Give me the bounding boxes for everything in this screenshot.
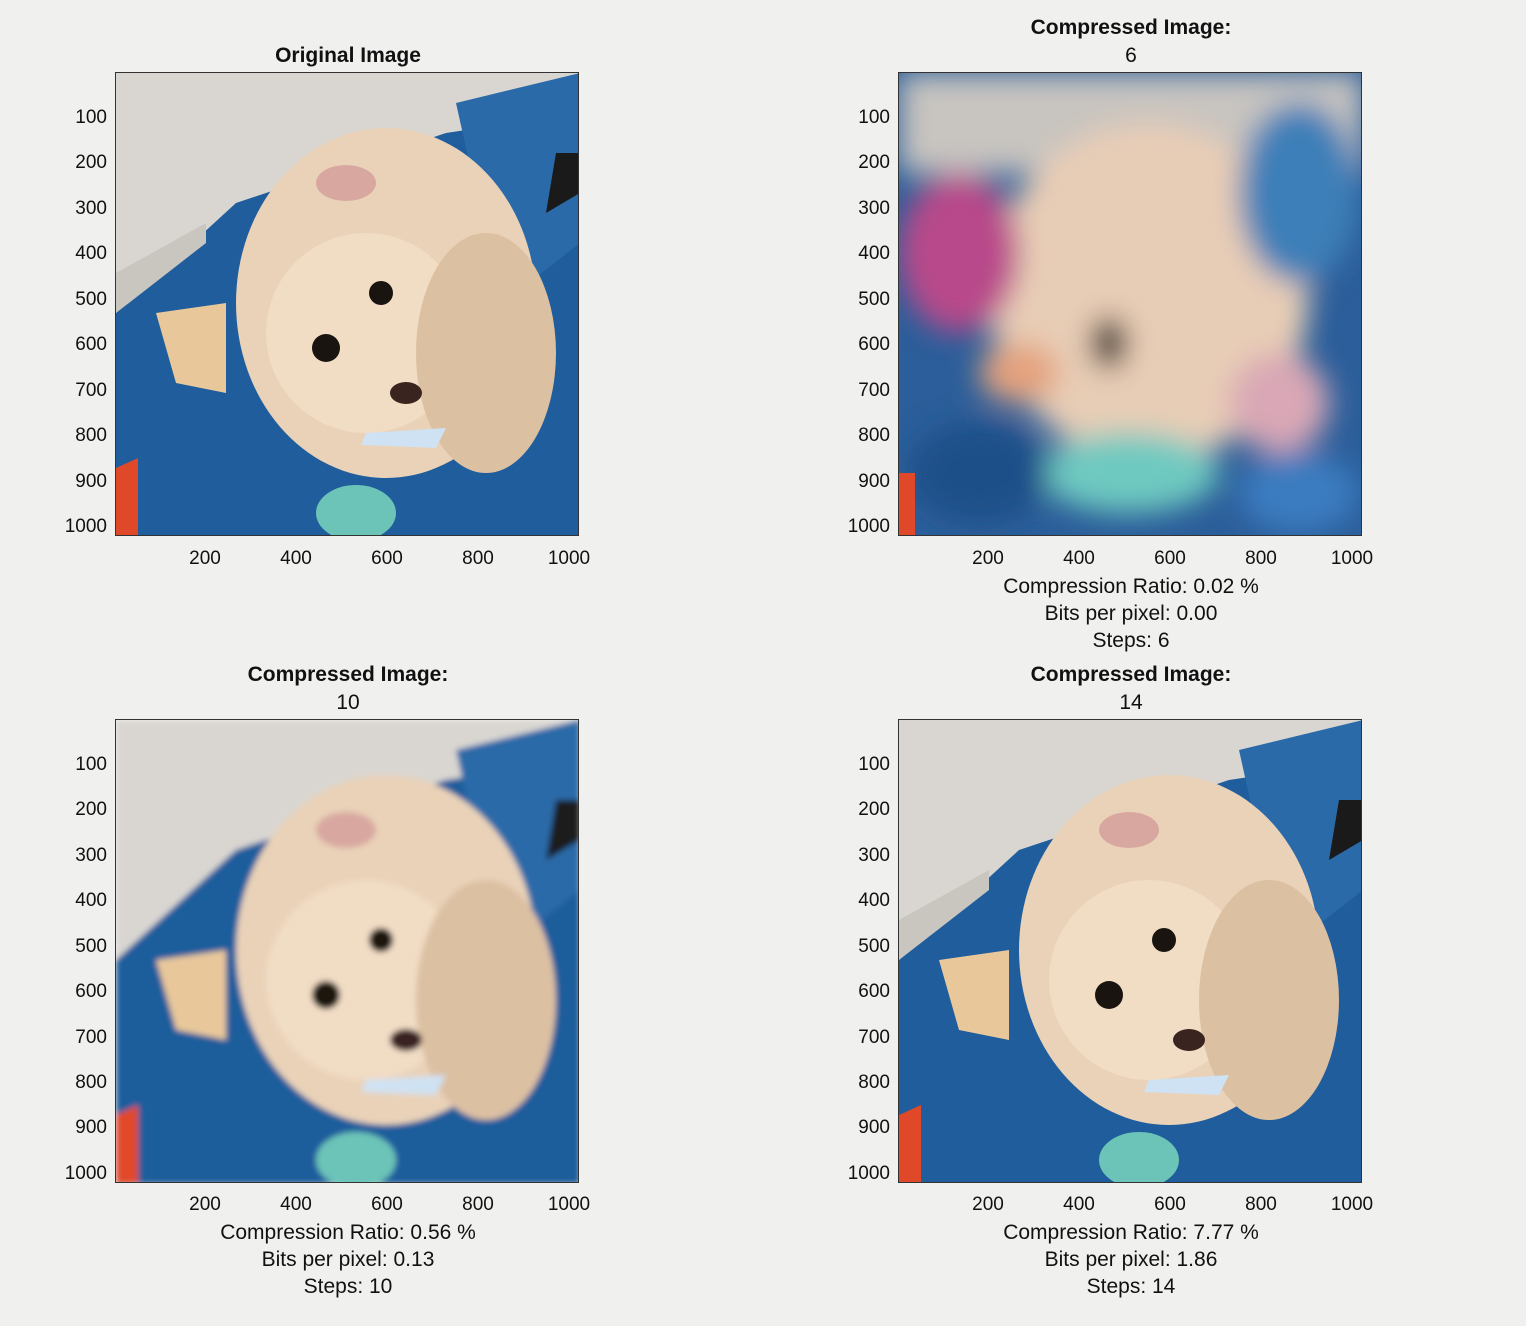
x-tick-label: 600 (1154, 1194, 1186, 1215)
x-tick-label: 200 (972, 548, 1004, 569)
y-tick-label: 600 (858, 981, 890, 1002)
y-tick-label: 300 (858, 198, 890, 219)
y-tick-label: 800 (75, 1072, 107, 1093)
y-tick-label: 500 (75, 289, 107, 310)
y-tick-label: 1000 (64, 516, 107, 537)
y-tick-label: 200 (75, 799, 107, 820)
x-tick-label: 1000 (1330, 1194, 1374, 1215)
x-tick-label: 1000 (1330, 548, 1374, 569)
y-tick-label: 700 (75, 380, 107, 401)
y-tick-label: 700 (858, 380, 890, 401)
y-tick-label: 800 (858, 1072, 890, 1093)
x-tick-label: 800 (462, 548, 494, 569)
y-tick-label: 800 (75, 425, 107, 446)
compression-ratio-text: Compression Ratio: 0.56 % (220, 1221, 476, 1244)
y-tick-label: 500 (858, 936, 890, 957)
image-axes-compressed-14 (898, 719, 1362, 1183)
dog-photo-original (116, 73, 578, 535)
y-tick-label: 500 (858, 289, 890, 310)
y-tick-label: 700 (858, 1027, 890, 1048)
x-tick-label: 400 (280, 548, 312, 569)
panel-title-line1: Compressed Image: (1030, 663, 1232, 686)
bits-per-pixel-text: Bits per pixel: 0.13 (261, 1248, 435, 1271)
y-tick-label: 1000 (847, 1163, 890, 1184)
steps-text: Steps: 14 (1086, 1275, 1176, 1298)
compression-ratio-text: Compression Ratio: 7.77 % (1003, 1221, 1259, 1244)
x-tick-label: 600 (371, 548, 403, 569)
y-tick-label: 400 (75, 243, 107, 264)
panel-title: Original Image (0, 42, 698, 70)
panel-caption: Compression Ratio: 0.02 % Bits per pixel… (781, 573, 1481, 654)
y-tick-label: 800 (858, 425, 890, 446)
x-tick-label: 400 (280, 1194, 312, 1215)
dog-photo-compressed-6 (899, 73, 1361, 535)
bits-per-pixel-text: Bits per pixel: 0.00 (1044, 602, 1218, 625)
y-tick-label: 300 (858, 845, 890, 866)
y-tick-label: 200 (75, 152, 107, 173)
y-tick-label: 600 (75, 334, 107, 355)
y-tick-label: 100 (75, 107, 107, 128)
y-tick-label: 700 (75, 1027, 107, 1048)
y-tick-label: 300 (75, 198, 107, 219)
y-tick-label: 200 (858, 152, 890, 173)
x-tick-label: 200 (972, 1194, 1004, 1215)
dog-photo-compressed-14 (899, 720, 1361, 1182)
y-tick-label: 100 (858, 107, 890, 128)
y-tick-label: 900 (75, 1117, 107, 1138)
y-tick-label: 600 (858, 334, 890, 355)
compression-ratio-text: Compression Ratio: 0.02 % (1003, 575, 1259, 598)
y-tick-label: 200 (858, 799, 890, 820)
image-axes-compressed-6 (898, 72, 1362, 536)
x-tick-label: 400 (1063, 548, 1095, 569)
x-tick-label: 600 (1154, 548, 1186, 569)
bits-per-pixel-text: Bits per pixel: 1.86 (1044, 1248, 1218, 1271)
panel-title: Compressed Image: 14 (781, 661, 1481, 717)
y-tick-label: 100 (858, 754, 890, 775)
panel-title: Compressed Image: 10 (0, 661, 698, 717)
y-tick-label: 400 (75, 890, 107, 911)
x-tick-label: 1000 (547, 1194, 591, 1215)
x-tick-label: 800 (1245, 548, 1277, 569)
panel-title-line2: 6 (1125, 44, 1137, 67)
panel-caption: Compression Ratio: 7.77 % Bits per pixel… (781, 1219, 1481, 1300)
x-tick-label: 200 (189, 548, 221, 569)
y-tick-label: 400 (858, 243, 890, 264)
x-tick-label: 1000 (547, 548, 591, 569)
panel-title-line1: Compressed Image: (247, 663, 449, 686)
y-tick-label: 1000 (847, 516, 890, 537)
x-tick-label: 600 (371, 1194, 403, 1215)
x-tick-label: 200 (189, 1194, 221, 1215)
panel-title-line2: 14 (1119, 691, 1143, 714)
y-tick-label: 900 (858, 1117, 890, 1138)
y-tick-label: 400 (858, 890, 890, 911)
panel-title-line1: Original Image (275, 44, 421, 67)
y-tick-label: 1000 (64, 1163, 107, 1184)
x-tick-label: 800 (1245, 1194, 1277, 1215)
y-tick-label: 500 (75, 936, 107, 957)
image-axes-original (115, 72, 579, 536)
steps-text: Steps: 6 (1092, 629, 1170, 652)
x-tick-label: 800 (462, 1194, 494, 1215)
y-tick-label: 900 (858, 471, 890, 492)
y-tick-label: 600 (75, 981, 107, 1002)
panel-caption: Compression Ratio: 0.56 % Bits per pixel… (0, 1219, 698, 1300)
y-tick-label: 900 (75, 471, 107, 492)
panel-title-line2: 10 (336, 691, 360, 714)
panel-title-line1: Compressed Image: (1030, 16, 1232, 39)
y-tick-label: 100 (75, 754, 107, 775)
dog-photo-compressed-10 (116, 720, 578, 1182)
y-tick-label: 300 (75, 845, 107, 866)
image-axes-compressed-10 (115, 719, 579, 1183)
x-tick-label: 400 (1063, 1194, 1095, 1215)
steps-text: Steps: 10 (303, 1275, 393, 1298)
panel-title: Compressed Image: 6 (781, 14, 1481, 70)
